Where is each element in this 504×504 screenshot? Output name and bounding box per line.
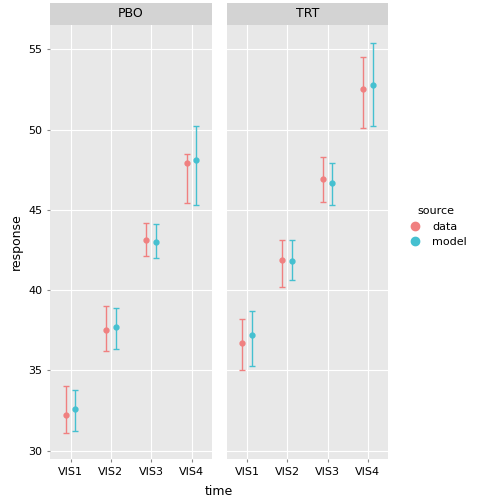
- Y-axis label: response: response: [10, 214, 22, 270]
- Text: TRT: TRT: [296, 8, 319, 20]
- Legend: data, model: data, model: [399, 201, 472, 253]
- Text: time: time: [205, 485, 233, 498]
- Text: PBO: PBO: [118, 8, 144, 20]
